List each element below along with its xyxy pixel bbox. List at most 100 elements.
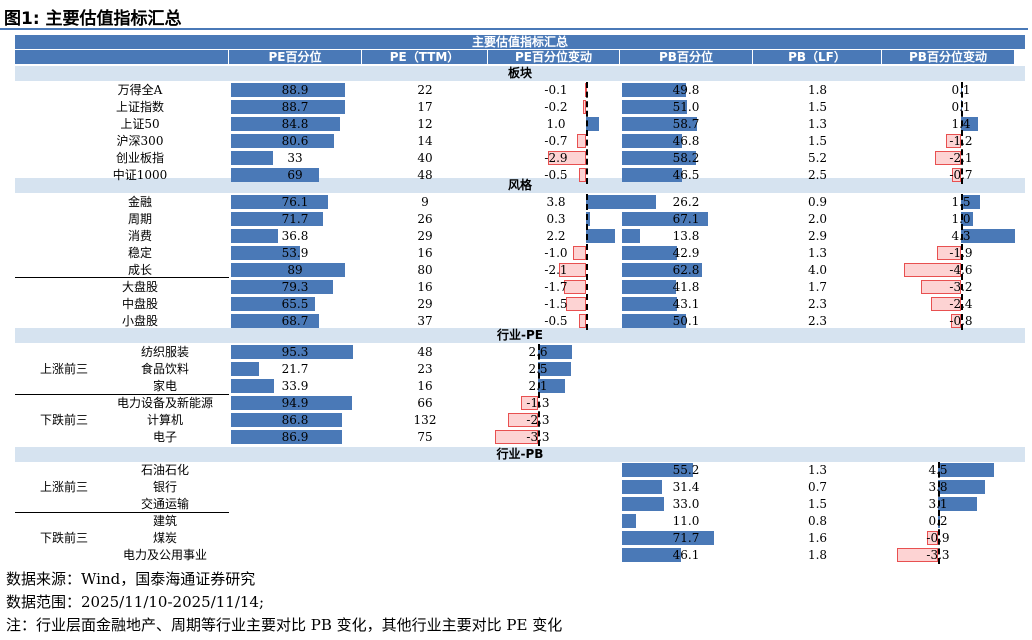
pe-pct-bar [231,195,329,209]
note-line: 数据来源：Wind，国泰海通证券研究 [6,570,256,588]
pe-pct-bar [231,362,259,376]
row-name: 稳定 [127,246,152,260]
pb-chg-bar [921,280,961,294]
group-label: 下跌前三 [40,413,89,427]
pb-lf-value: 1.7 [807,280,828,294]
pb-pct-bar [622,229,640,243]
group-separator [15,277,229,278]
pb-pct-bar [622,83,686,97]
pe-chg-bar [558,263,586,277]
pe-pct-bar [231,246,300,260]
row-name: 小盘股 [121,314,158,328]
pb-chg-bar [926,531,938,545]
pb-pct-bar [622,168,682,182]
column-header: PB（LF） [753,50,881,64]
pe-chg-value: -0.5 [544,314,568,328]
pe-ttm-value: 14 [417,134,433,148]
row-name: 大盘股 [121,280,158,294]
pb-lf-value: 0.8 [807,514,828,528]
pb-chg-value: -2.4 [949,297,973,311]
pe-chg-value: -1.5 [544,297,568,311]
pb-lf-value: 1.5 [807,100,828,114]
pb-chg-bar [951,314,961,328]
pe-pct-bar [231,345,353,359]
pb-lf-value: 1.5 [807,497,828,511]
pb-chg-value: -1.2 [949,134,973,148]
pe-pct-value: 88.7 [281,100,309,114]
pe-pct-value: 71.7 [281,212,309,226]
pe-chg-value: -0.1 [544,83,568,97]
pe-pct-value: 33 [287,151,303,165]
group-separator [15,512,229,513]
pe-ttm-value: 16 [417,280,433,294]
pb-lf-value: 2.9 [807,229,828,243]
row-name: 食品饮料 [140,362,189,376]
pe-chg-bar [521,396,538,410]
pb-pct-value: 46.8 [672,134,700,148]
pe-ttm-value: 23 [417,362,433,376]
pb-lf-value: 1.3 [807,246,828,260]
pb-pct-bar [622,246,677,260]
pb-pct-value: 58.2 [672,151,700,165]
pe-chg-bar [586,229,615,243]
pb-chg-bar [937,246,961,260]
pe-chg-bar [538,362,571,376]
pb-pct-value: 31.4 [672,480,700,494]
pb-chg-bar [938,480,986,494]
table-title: 主要估值指标汇总 [15,35,1025,49]
pe-chg-value: -2.1 [544,263,568,277]
pe-ttm-value: 29 [417,297,433,311]
column-header: PE（TTM） [362,50,487,64]
column-header: PE百分位 [229,50,361,64]
pb-pct-value: 42.9 [672,246,700,260]
pe-pct-value: 36.8 [281,229,309,243]
pe-pct-value: 80.6 [281,134,309,148]
pb-pct-bar [622,314,687,328]
pe-chg-value: -1.3 [526,396,550,410]
pe-ttm-value: 48 [417,168,433,182]
pe-pct-value: 88.9 [281,83,309,97]
row-name: 电子 [152,430,177,444]
row-name: 计算机 [146,413,183,427]
column-header: PB百分位变动 [882,50,1014,64]
pe-chg-value: -1.7 [544,280,568,294]
pb-chg-bar [934,151,961,165]
pb-chg-value: -0.9 [926,531,950,545]
section-industry_pe: 行业-PE [15,328,1025,343]
figure-title: 图1: 主要估值指标汇总 [4,9,182,29]
column-header: PB百分位 [620,50,752,64]
pe-chg-bar [579,168,586,182]
pb-pct-value: 13.8 [672,229,700,243]
row-name: 上证50 [120,117,160,131]
pb-pct-value: 55.2 [672,463,700,477]
pe-chg-bar [583,100,586,114]
pe-pct-bar [231,430,343,444]
pe-pct-value: 86.8 [281,413,309,427]
row-name: 纺织服装 [140,345,189,359]
row-name: 成长 [127,263,152,277]
pe-pct-bar [231,396,353,410]
pe-pct-bar [231,229,279,243]
column-header: PE百分位变动 [488,50,619,64]
pb-chg-value: -2.1 [949,151,973,165]
pe-chg-bar [572,246,586,260]
pb-lf-value: 2.3 [807,314,828,328]
pe-pct-value: 89 [287,263,303,277]
pe-pct-value: 86.9 [281,430,309,444]
pb-chg-bar [931,297,961,311]
pb-chg-bar [961,212,974,226]
pe-chg-zero-line [586,82,588,184]
note-line: 数据范围：2025/11/10-2025/11/14; [6,593,265,611]
row-name: 金融 [127,195,152,209]
pe-chg-bar [586,117,600,131]
pe-pct-bar [231,134,335,148]
pb-pct-value: 33.0 [672,497,700,511]
pe-chg-value: 1.0 [546,117,566,131]
pe-pct-bar [231,151,274,165]
pb-pct-bar [622,463,693,477]
pe-chg-value: -1.0 [544,246,568,260]
pb-pct-value: 62.8 [672,263,700,277]
pb-pct-value: 50.1 [672,314,700,328]
pe-pct-value: 76.1 [281,195,309,209]
pe-ttm-value: 40 [417,151,433,165]
